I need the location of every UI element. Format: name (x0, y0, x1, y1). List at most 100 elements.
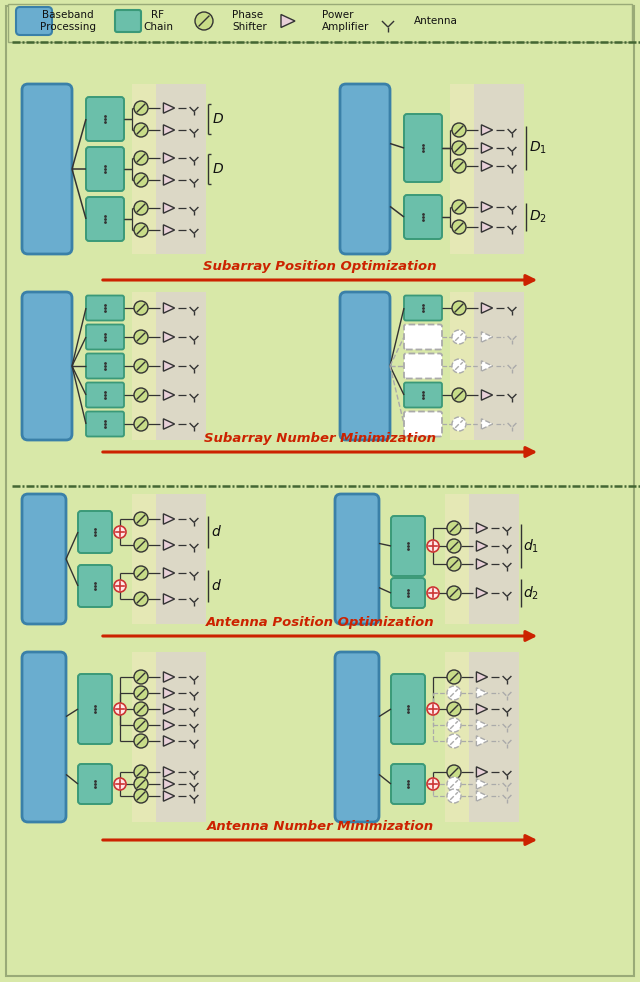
Circle shape (134, 123, 148, 137)
Polygon shape (476, 559, 488, 570)
Circle shape (134, 789, 148, 803)
Polygon shape (163, 418, 175, 429)
Polygon shape (163, 125, 175, 136)
Circle shape (134, 566, 148, 580)
Polygon shape (163, 360, 175, 371)
Text: Antenna: Antenna (414, 16, 458, 26)
Circle shape (447, 765, 461, 779)
Bar (8, 4, 632, 42)
Circle shape (134, 592, 148, 606)
Circle shape (134, 734, 148, 748)
Polygon shape (163, 175, 175, 186)
Text: D: D (212, 112, 223, 126)
FancyBboxPatch shape (22, 292, 72, 440)
Bar (469, 652, 519, 822)
Polygon shape (281, 15, 295, 27)
Polygon shape (163, 594, 175, 604)
FancyBboxPatch shape (78, 764, 112, 804)
Bar (132, 652, 156, 822)
Circle shape (134, 718, 148, 732)
Circle shape (447, 777, 461, 791)
Circle shape (447, 686, 461, 700)
Bar (132, 84, 156, 254)
Circle shape (114, 526, 126, 538)
Polygon shape (163, 332, 175, 342)
FancyBboxPatch shape (86, 97, 124, 141)
FancyBboxPatch shape (86, 197, 124, 241)
Text: Baseband
Processing: Baseband Processing (40, 10, 96, 31)
FancyBboxPatch shape (391, 578, 425, 608)
Polygon shape (481, 302, 493, 313)
Text: $d_1$: $d_1$ (523, 537, 539, 555)
FancyBboxPatch shape (391, 764, 425, 804)
Polygon shape (163, 390, 175, 401)
Polygon shape (476, 767, 488, 777)
Text: Antenna Number Minimization: Antenna Number Minimization (207, 820, 433, 833)
Polygon shape (481, 201, 493, 212)
Text: RF
Chain: RF Chain (143, 10, 173, 31)
Bar (450, 292, 474, 440)
Polygon shape (163, 225, 175, 236)
Circle shape (447, 702, 461, 716)
Polygon shape (163, 736, 175, 746)
Polygon shape (163, 779, 175, 790)
Circle shape (452, 159, 466, 173)
FancyBboxPatch shape (340, 84, 390, 254)
Circle shape (447, 734, 461, 748)
Circle shape (134, 777, 148, 791)
Circle shape (447, 670, 461, 684)
Circle shape (195, 12, 213, 30)
FancyBboxPatch shape (78, 565, 112, 607)
Circle shape (134, 151, 148, 165)
Circle shape (134, 686, 148, 700)
FancyBboxPatch shape (404, 195, 442, 239)
Bar (450, 84, 474, 254)
Circle shape (134, 388, 148, 402)
Polygon shape (481, 418, 493, 429)
Bar (474, 84, 524, 254)
Circle shape (427, 778, 439, 790)
Circle shape (134, 417, 148, 431)
Polygon shape (476, 720, 488, 731)
FancyBboxPatch shape (335, 494, 379, 624)
Polygon shape (476, 672, 488, 682)
FancyBboxPatch shape (404, 383, 442, 408)
Text: Phase
Shifter: Phase Shifter (232, 10, 267, 31)
FancyBboxPatch shape (404, 411, 442, 437)
Polygon shape (163, 720, 175, 731)
Circle shape (134, 301, 148, 315)
FancyBboxPatch shape (340, 292, 390, 440)
Circle shape (452, 301, 466, 315)
Polygon shape (476, 736, 488, 746)
Polygon shape (163, 704, 175, 714)
Circle shape (427, 587, 439, 599)
Circle shape (447, 586, 461, 600)
Circle shape (452, 417, 466, 431)
Circle shape (134, 223, 148, 237)
FancyBboxPatch shape (335, 652, 379, 822)
Text: Power
Amplifier: Power Amplifier (322, 10, 369, 31)
Circle shape (452, 388, 466, 402)
FancyBboxPatch shape (16, 7, 52, 35)
FancyBboxPatch shape (86, 324, 124, 350)
FancyBboxPatch shape (404, 324, 442, 350)
Bar (445, 652, 469, 822)
Circle shape (134, 512, 148, 526)
Polygon shape (481, 125, 493, 136)
FancyBboxPatch shape (404, 114, 442, 182)
Polygon shape (163, 568, 175, 578)
Polygon shape (163, 153, 175, 163)
Polygon shape (163, 767, 175, 777)
Circle shape (134, 538, 148, 552)
Polygon shape (476, 687, 488, 698)
FancyBboxPatch shape (391, 516, 425, 576)
Polygon shape (481, 142, 493, 153)
Circle shape (452, 200, 466, 214)
Text: $d_2$: $d_2$ (523, 584, 539, 602)
Circle shape (134, 765, 148, 779)
FancyBboxPatch shape (22, 84, 72, 254)
Polygon shape (163, 302, 175, 313)
Circle shape (114, 778, 126, 790)
Circle shape (452, 123, 466, 137)
Circle shape (452, 141, 466, 155)
